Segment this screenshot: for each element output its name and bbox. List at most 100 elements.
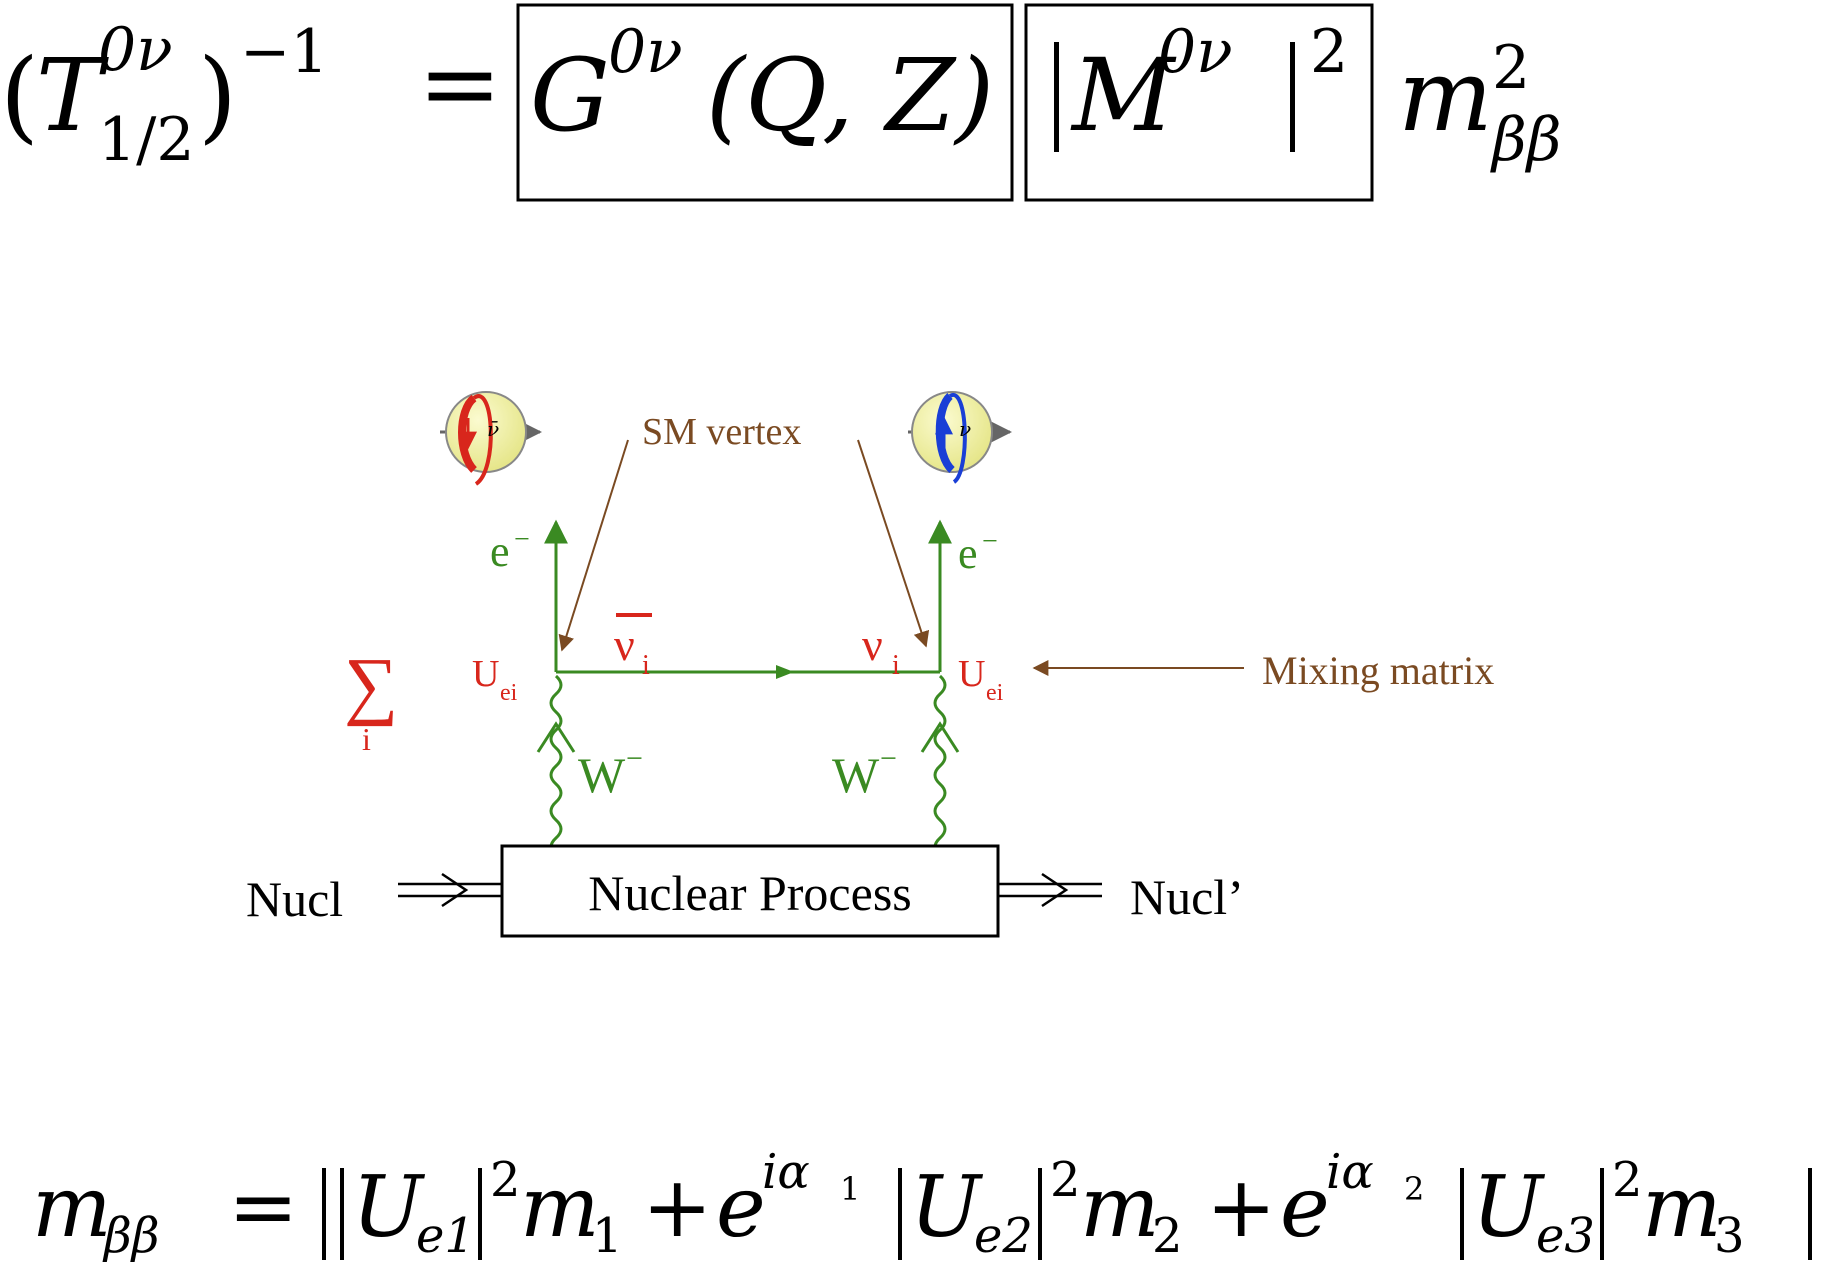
u-left: U <box>472 653 499 695</box>
antineutrino-label: ν i <box>614 613 652 681</box>
u-right: U <box>958 653 985 695</box>
u-left-sub: ei <box>500 680 518 706</box>
term1-U: U <box>352 1158 426 1256</box>
mixing-element-right: U ei <box>958 653 1004 706</box>
electron-right-label: e − <box>958 526 998 578</box>
halflife-superscript: 0ν <box>98 15 173 85</box>
term1-sub: e1 <box>416 1208 475 1264</box>
w-boson-right <box>933 674 947 870</box>
lparen: ( <box>0 37 39 154</box>
electron-left-symbol: e <box>490 527 510 576</box>
abs-2-left <box>898 1168 902 1260</box>
matrix-element-superscript: 0ν <box>1158 17 1233 87</box>
antineutrino-index: i <box>642 650 650 681</box>
neutrino-label: ν i <box>862 619 900 681</box>
equals-sign: = <box>418 25 502 142</box>
plus-2: + <box>1206 1158 1276 1256</box>
abs-1-left <box>340 1168 344 1260</box>
term1-m-sub: 1 <box>592 1208 623 1264</box>
final-nucleus-label: Nucl’ <box>1130 869 1244 925</box>
abs-2-right <box>1038 1168 1042 1260</box>
propagator-arrow <box>776 665 794 679</box>
term2-U: U <box>910 1158 984 1256</box>
neutrino-index: i <box>892 650 900 681</box>
w-right-symbol: W <box>832 747 880 803</box>
w-left-charge: − <box>626 742 643 775</box>
mbb-sub: ββ <box>102 1208 160 1264</box>
effective-mass-square: 2 <box>1492 33 1530 103</box>
phase1-e: e <box>716 1158 766 1256</box>
antineutrino-symbol: ν̄ <box>487 417 499 441</box>
w-left-arrowhead <box>536 721 576 753</box>
effective-mass-equation: m ββ = U e1 2 m 1 + e iα 1 U e2 2 m 2 + … <box>32 1144 1812 1264</box>
abs-bar-right <box>1290 42 1295 152</box>
w-boson-right-label: W − <box>832 742 897 803</box>
nuclear-process-box <box>500 844 1000 938</box>
half-life-equation: ( T 0ν 1/2 ) −1 = G 0ν (Q, Z) M 0ν 2 m 2… <box>0 3 1561 202</box>
w-boson-left <box>549 674 563 870</box>
w-right-arrowhead <box>920 721 960 753</box>
u-right-sub: ei <box>986 680 1004 706</box>
sm-vertex-pointer-left <box>558 439 629 652</box>
feynman-diagram: ν̄ ν SM vertex e − e − <box>246 391 1494 938</box>
matrix-element-box <box>1024 3 1374 202</box>
phase2-e: e <box>1280 1158 1330 1256</box>
neutrino-helicity-icon: ν <box>908 391 1013 484</box>
initial-nucleus-label: Nucl <box>246 871 343 927</box>
phase-space-arguments: (Q, Z) <box>706 37 994 154</box>
outer-abs-left <box>322 1168 326 1260</box>
double-arrow-in <box>398 872 502 908</box>
mixing-element-left: U ei <box>472 653 518 706</box>
inverse-exponent: −1 <box>240 17 328 87</box>
antineutrino-helicity-icon: ν̄ <box>440 391 543 486</box>
term3-m-sub: 3 <box>1714 1208 1745 1264</box>
term2-m-sub: 2 <box>1152 1208 1183 1264</box>
matrix-element-square: 2 <box>1310 17 1348 87</box>
phase1-alpha-sub: 1 <box>840 1170 860 1208</box>
w-left-symbol: W <box>578 747 626 803</box>
abs-1-right <box>478 1168 482 1260</box>
abs-bar-left <box>1054 42 1059 152</box>
abs-3-left <box>1460 1168 1464 1260</box>
effective-mass-subscript: ββ <box>1490 105 1561 175</box>
sm-vertex-pointer-right <box>857 439 930 648</box>
term2-sub: e2 <box>974 1208 1033 1264</box>
term3-sub: e3 <box>1536 1208 1595 1264</box>
spin-ring-right-back <box>948 392 967 484</box>
neutrino-sphere <box>911 391 993 473</box>
term1-m: m <box>520 1158 600 1256</box>
phase2-ialpha: iα <box>1326 1144 1374 1200</box>
plus-1: + <box>642 1158 712 1256</box>
sum-over-flavors: ∑ i <box>344 643 398 757</box>
sm-vertex-label: SM vertex <box>642 411 801 453</box>
electron-left-charge: − <box>514 524 530 555</box>
mbb-equals: = <box>228 1158 298 1256</box>
electron-right-charge: − <box>982 526 998 557</box>
double-arrow-out <box>998 872 1102 908</box>
neutrino-nu: ν <box>862 619 883 670</box>
antineutrino-nu: ν <box>614 619 635 670</box>
antineutrino-bar <box>616 613 652 617</box>
phase-space-superscript: 0ν <box>608 17 683 87</box>
neutrino-symbol: ν <box>959 417 971 441</box>
electron-left-label: e − <box>490 524 530 576</box>
effective-mass-m: m <box>1398 37 1493 154</box>
phase1-ialpha: iα <box>762 1144 810 1200</box>
phase-space-factor-box <box>516 3 1014 202</box>
sum-symbol: ∑ <box>344 643 398 727</box>
mixing-matrix-label: Mixing matrix <box>1262 648 1494 693</box>
term3-m: m <box>1642 1158 1722 1256</box>
sum-index: i <box>362 721 371 757</box>
w-right-charge: − <box>880 742 897 775</box>
term3-U: U <box>1472 1158 1546 1256</box>
term1-sq: 2 <box>490 1152 521 1208</box>
w-boson-left-label: W − <box>578 742 643 803</box>
abs-3-right <box>1600 1168 1604 1260</box>
matrix-element-M: M <box>1070 37 1177 154</box>
nuclear-process-label: Nuclear Process <box>588 865 912 921</box>
mbb-m: m <box>32 1158 112 1256</box>
term3-sq: 2 <box>1612 1152 1643 1208</box>
term2-m: m <box>1080 1158 1160 1256</box>
spin-ring-left-back <box>472 394 493 486</box>
